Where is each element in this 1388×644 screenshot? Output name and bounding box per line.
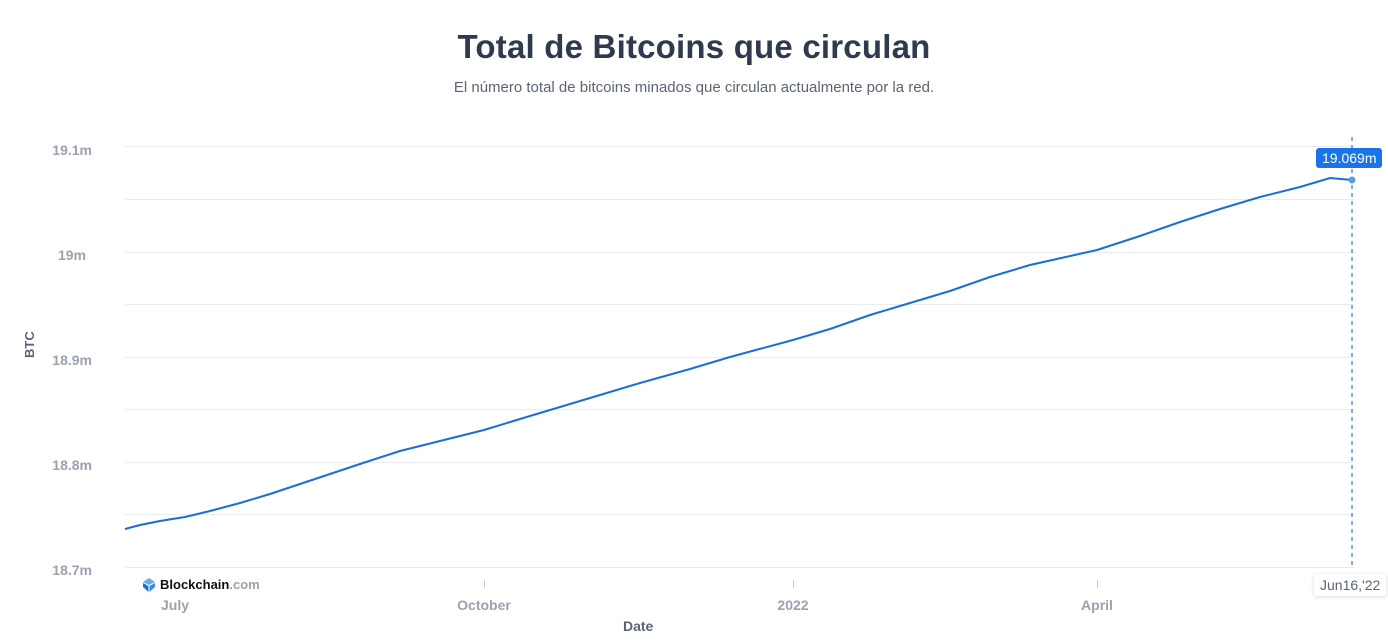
brand-name: Blockchain [160, 577, 230, 592]
brand-suffix: .com [229, 577, 260, 592]
chart-title: Total de Bitcoins que circulan [457, 28, 931, 65]
x-tick-mark-2022 [793, 580, 794, 588]
y-tick-19-1m: 19.1m [52, 142, 92, 158]
y-tick-18-9m: 18.9m [52, 352, 92, 368]
x-tick-mark-october [484, 580, 485, 588]
chart-subtitle: El número total de bitcoins minados que … [453, 79, 935, 96]
y-tick-18-7m: 18.7m [52, 562, 92, 578]
x-tick-mark-april [1097, 580, 1098, 588]
blockchain-cube-icon [143, 577, 155, 592]
x-axis-label: Date [623, 618, 654, 634]
x-tick-2022: 2022 [777, 597, 809, 613]
crosshair-point[interactable] [1348, 176, 1356, 184]
blockchain-logo[interactable]: Blockchain .com [142, 577, 260, 592]
value-tooltip: 19.069m [1316, 148, 1383, 168]
btc-circulation-line[interactable] [124, 176, 1353, 530]
x-tick-april: April [1081, 597, 1113, 613]
date-tooltip: Jun16,'22 [1314, 574, 1387, 596]
y-tick-18-8m: 18.8m [52, 457, 92, 473]
x-tick-july: July [160, 597, 190, 613]
y-tick-19m: 19m [57, 247, 86, 263]
x-tick-october: October [457, 597, 511, 613]
gridlines [125, 146, 1355, 568]
